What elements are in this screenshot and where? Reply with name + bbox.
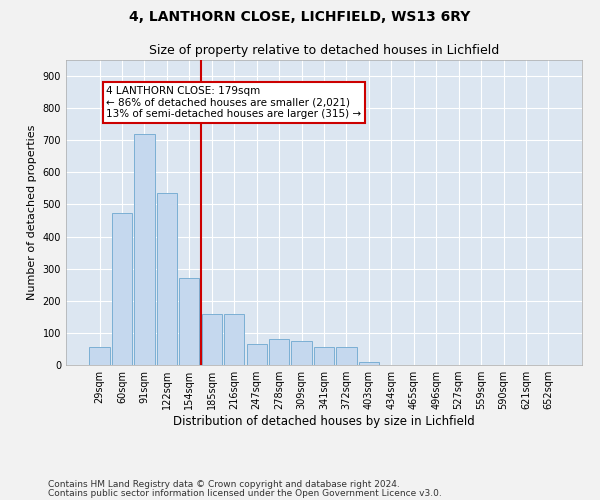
Y-axis label: Number of detached properties: Number of detached properties bbox=[27, 125, 37, 300]
Text: 4, LANTHORN CLOSE, LICHFIELD, WS13 6RY: 4, LANTHORN CLOSE, LICHFIELD, WS13 6RY bbox=[130, 10, 470, 24]
Bar bbox=[157, 193, 177, 365]
X-axis label: Distribution of detached houses by size in Lichfield: Distribution of detached houses by size … bbox=[173, 415, 475, 428]
Text: Contains HM Land Registry data © Crown copyright and database right 2024.: Contains HM Land Registry data © Crown c… bbox=[48, 480, 400, 489]
Bar bbox=[247, 344, 267, 365]
Text: 4 LANTHORN CLOSE: 179sqm
← 86% of detached houses are smaller (2,021)
13% of sem: 4 LANTHORN CLOSE: 179sqm ← 86% of detach… bbox=[106, 86, 361, 119]
Bar bbox=[202, 314, 222, 365]
Bar bbox=[224, 314, 244, 365]
Bar bbox=[337, 348, 356, 365]
Title: Size of property relative to detached houses in Lichfield: Size of property relative to detached ho… bbox=[149, 44, 499, 58]
Bar bbox=[112, 212, 132, 365]
Bar bbox=[359, 362, 379, 365]
Bar bbox=[179, 278, 199, 365]
Bar bbox=[269, 340, 289, 365]
Text: Contains public sector information licensed under the Open Government Licence v3: Contains public sector information licen… bbox=[48, 488, 442, 498]
Bar bbox=[292, 341, 311, 365]
Bar bbox=[89, 348, 110, 365]
Bar bbox=[314, 348, 334, 365]
Bar bbox=[134, 134, 155, 365]
